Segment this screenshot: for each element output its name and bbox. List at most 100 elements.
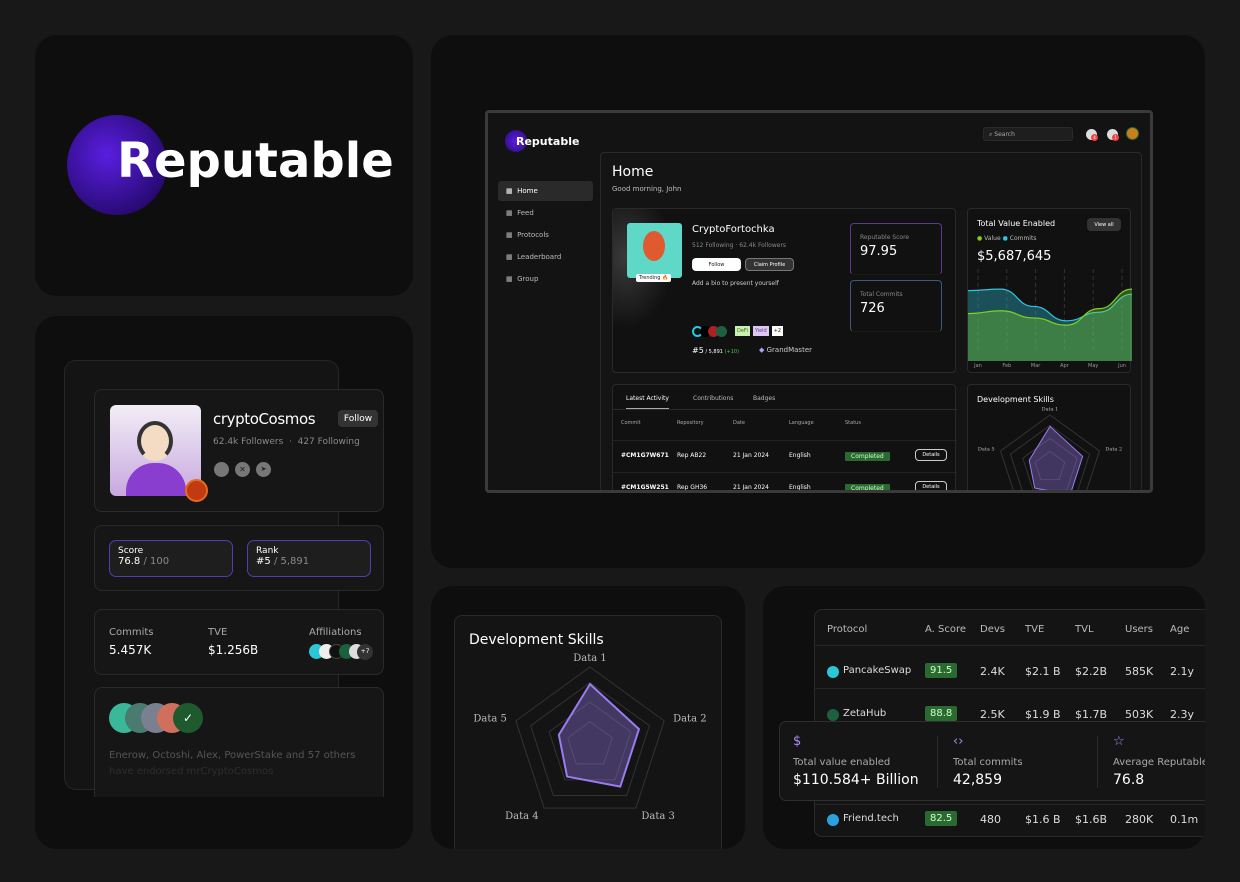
discord-icon[interactable] [214, 462, 229, 477]
score-label: Score [118, 546, 144, 556]
score-max: / 100 [143, 556, 170, 567]
x-tick-label: Jun [1117, 363, 1126, 369]
column-header: Status [845, 420, 861, 426]
tve-card: Total Value Enabled View all ● Value ● C… [967, 208, 1132, 373]
radar-axis-label: Data 5 [473, 713, 507, 724]
message-icon[interactable]: 1 [1107, 129, 1119, 141]
level-badge: ◆ GrandMaster [759, 346, 813, 354]
badge-icon [185, 479, 208, 502]
shield-check-icon: ✓ [173, 703, 203, 733]
star-icon: ☆ [1113, 734, 1125, 749]
column-header: Language [789, 420, 814, 426]
tags: DeFi Yield +2 [735, 326, 784, 336]
column-header: Age [1170, 624, 1190, 635]
tab-contributions[interactable]: Contributions [693, 395, 734, 402]
x-icon[interactable]: ✕ [235, 462, 250, 477]
stat-value: 42,859 [953, 772, 1002, 788]
stat-label: Total value enabled [793, 757, 891, 768]
view-all-button[interactable]: View all [1087, 218, 1121, 231]
status-badge: Completed [845, 484, 890, 490]
skills-radar-chart: Data 1 Data 2 Data 3 Data 4 Data 5 [473, 653, 707, 822]
users-icon: ▦ [506, 275, 513, 283]
bell-icon[interactable]: 4 [1086, 129, 1098, 141]
column-header: TVL [1075, 624, 1094, 635]
sidebar-item-leaderboard[interactable]: ▦ Leaderboard [498, 247, 593, 267]
protocol-name[interactable]: PancakeSwap [843, 665, 912, 676]
main-content: Home Good morning, John Trending 🔥 Crypt… [600, 152, 1142, 491]
sidebar-item-protocols[interactable]: ▦ Protocols [498, 225, 593, 245]
status-badge: Completed [845, 452, 890, 461]
table-cell: #CM1G7W671 [621, 452, 669, 459]
protocol-name[interactable]: ZetaHub [843, 708, 887, 719]
bio-prompt[interactable]: Add a bio to present yourself [692, 280, 779, 287]
stat-value: 76.8 [1113, 772, 1145, 788]
radar-series [1028, 425, 1084, 490]
table-cell: 2.4K [980, 665, 1005, 678]
radar-ring [548, 701, 632, 781]
rank-box: Rank #5 / 5,891 [247, 540, 371, 577]
activity-card: Latest Activity Contributions Badges Commi… [612, 384, 957, 491]
radar-ring [1009, 424, 1091, 490]
table-cell: #CM1G5W251 [621, 484, 669, 491]
search-input[interactable]: ⌕ Search [983, 127, 1073, 141]
dashboard-window: Reputable ⌕ Search 4 1 ▦ Home ▦ Feed ▦ Pro… [485, 110, 1153, 493]
user-avatar[interactable] [1126, 127, 1139, 140]
sidebar-item-label: Group [517, 275, 539, 283]
follow-button[interactable]: Follow [338, 410, 378, 427]
grid-icon: ▦ [506, 187, 513, 195]
protocol-logo [827, 814, 839, 826]
series-line-value [968, 288, 1132, 326]
sidebar-item-feed[interactable]: ▦ Feed [498, 203, 593, 223]
table-cell: 0.1m [1170, 813, 1199, 826]
commits-label: Commits [109, 627, 154, 638]
sidebar-item-label: Leaderboard [517, 253, 562, 261]
column-header: Repository [677, 420, 704, 426]
tab-latest-activity[interactable]: Latest Activity [626, 395, 669, 409]
details-button[interactable]: Details [915, 449, 947, 461]
column-header: A. Score [925, 624, 967, 635]
skills-panel: Development Skills Data 1 Data 2 Data 3 Dat… [431, 586, 745, 849]
series-area-commits [968, 289, 1132, 361]
score-box: Score 76.8 / 100 [109, 540, 233, 577]
radar-axis-label: Data 2 [673, 713, 707, 724]
logo-orb [67, 115, 167, 215]
followers-count: 62.4k Followers [213, 437, 284, 447]
sidebar-item-group[interactable]: ▦ Group [498, 269, 593, 289]
x-tick-label: May [1088, 363, 1098, 369]
follow-button[interactable]: Follow [692, 258, 741, 271]
logo-panel: Reputable [35, 35, 413, 296]
tab-badges[interactable]: Badges [753, 395, 776, 402]
claim-profile-button[interactable]: Claim Profile [745, 258, 794, 271]
protocol-name[interactable]: Friend.tech [843, 813, 899, 824]
tve-area-chart: Jan Feb Mar Apr May Jun [968, 269, 1132, 369]
sidebar-item-home[interactable]: ▦ Home [498, 181, 593, 201]
telegram-icon[interactable]: ➤ [256, 462, 271, 477]
stat-label: Total commits [953, 757, 1023, 768]
column-header: Date [733, 420, 745, 426]
radar-axis-label: Data 1 [1042, 406, 1059, 412]
following-count: 427 Following [297, 437, 360, 447]
rank-max: / 5,891 [273, 556, 310, 567]
user-avatar-large [627, 223, 682, 278]
globe-icon: ▦ [506, 253, 513, 261]
tve-label: TVE [208, 627, 228, 638]
affiliation-avatars[interactable]: +7 [309, 644, 373, 660]
table-cell: 480 [980, 813, 1001, 826]
details-button[interactable]: Details [915, 481, 947, 490]
radar-axis-label: Data 1 [573, 653, 607, 664]
table-cell: 585K [1125, 665, 1154, 678]
radar-ring [567, 720, 613, 765]
stat-value: $110.584+ Billion [793, 772, 919, 788]
column-header: Protocol [827, 624, 868, 635]
rss-icon: ▦ [506, 209, 513, 217]
avatar [110, 405, 201, 496]
rank-value: #5 [256, 556, 271, 567]
table-cell: 503K [1125, 708, 1154, 721]
brand-title: Reputable [117, 133, 394, 189]
profile-card: cryptoCosmos Follow 62.4k Followers · 42… [94, 389, 384, 512]
protocol-icons [692, 326, 732, 337]
metrics-card: Commits 5.457K TVE $1.256B Affiliations … [94, 609, 384, 675]
dollar-icon: $ [793, 734, 802, 749]
